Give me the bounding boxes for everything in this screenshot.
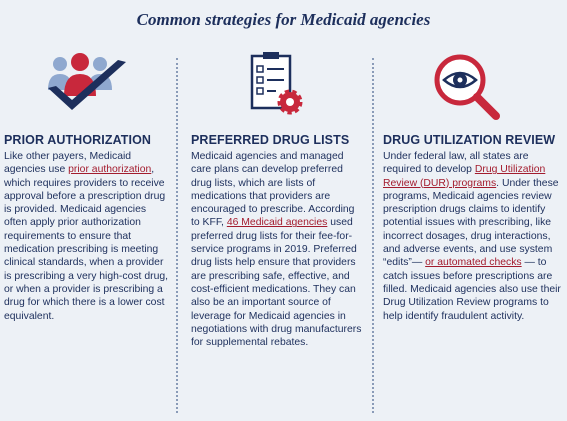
column-heading: PRIOR AUTHORIZATION	[4, 133, 152, 147]
body-text: . Under these programs, Medicaid agencie…	[383, 177, 559, 269]
link[interactable]: 46 Medicaid agencies	[226, 217, 328, 229]
body-text: , which requires providers to receive ap…	[4, 164, 169, 322]
separator	[176, 58, 178, 413]
column: DRUG UTILIZATION REVIEW Under federal law…	[383, 130, 561, 323]
title: Common strategies for Medicaid agencies	[136, 10, 431, 29]
column-heading: PREFERRED DRUG LISTS	[191, 133, 350, 147]
approval-icon	[48, 53, 126, 110]
column: PREFERRED DRUG LISTS Medicaid agencies an…	[191, 130, 363, 349]
column-body: Under federal law, all states are requir…	[383, 150, 561, 323]
body-text: Under federal law, all states are requir…	[383, 151, 529, 176]
list-icon	[250, 52, 303, 115]
separator	[372, 58, 374, 413]
review-icon	[434, 54, 500, 120]
column-heading: DRUG UTILIZATION REVIEW	[383, 133, 556, 147]
column-body: Like other payers, Medicaid agencies use…	[4, 150, 172, 323]
body-text: used preferred drug lists for their fee-…	[191, 217, 362, 349]
link[interactable]: prior authorization	[68, 164, 152, 176]
body-text: Medicaid agencies and managed care plans…	[191, 151, 355, 229]
column: PRIOR AUTHORIZATION Like other payers, Me…	[4, 130, 172, 323]
column-body: Medicaid agencies and managed care plans…	[191, 150, 363, 349]
body-text: — to catch issues before prescriptions a…	[383, 257, 561, 322]
body-text: Like other payers, Medicaid agencies use	[4, 151, 132, 176]
link[interactable]: Drug Utilization Review (DUR) programs	[383, 164, 546, 189]
link[interactable]: or automated checks	[425, 257, 522, 269]
